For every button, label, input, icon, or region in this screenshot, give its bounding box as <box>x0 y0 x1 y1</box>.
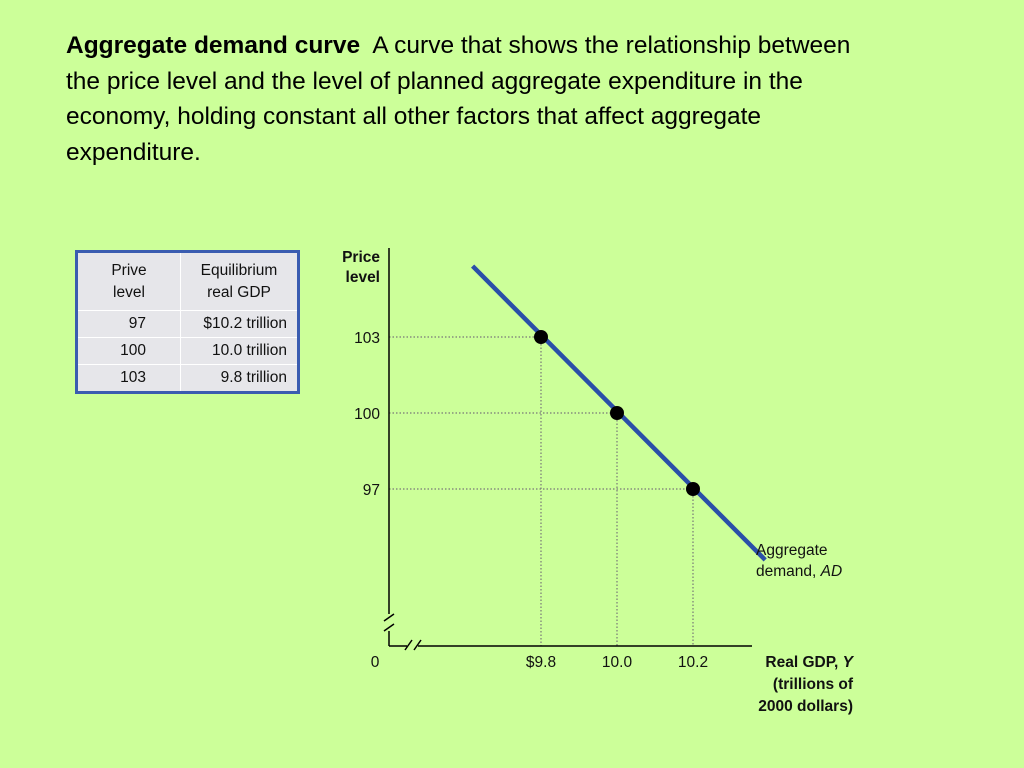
price-gdp-table: Prive level Equilibrium real GDP 97 $10.2 … <box>75 250 300 394</box>
x-tick-label: 10.0 <box>602 654 633 671</box>
definition-term: Aggregate demand curve <box>66 32 361 59</box>
x-axis-title: Real GDP, Y (trillions of 2000 dollars) <box>758 654 854 715</box>
table-cell-gdp: 9.8 trillion <box>180 364 299 393</box>
y-tick-label: 103 <box>354 330 380 347</box>
table-row: 97 $10.2 trillion <box>76 310 299 338</box>
y-tick-label: 100 <box>354 406 380 423</box>
y-axis-title: Price level <box>342 249 380 286</box>
definition-text: Aggregate demand curve A curve that show… <box>66 28 886 170</box>
table-row: 100 10.0 trillion <box>76 337 299 365</box>
table-cell-gdp: $10.2 trillion <box>180 310 299 338</box>
table-cell-price: 103 <box>76 364 181 393</box>
table-row: 103 9.8 trillion <box>76 364 299 393</box>
table-cell-price: 97 <box>76 310 181 338</box>
table-cell-gdp: 10.0 trillion <box>180 337 299 365</box>
data-point <box>686 481 700 496</box>
x-tick-label: $9.8 <box>526 654 556 671</box>
table-header-gdp: Equilibrium real GDP <box>180 251 299 311</box>
y-axis-break <box>383 613 395 632</box>
definition-body: A curve that shows the relationship betw… <box>66 32 851 166</box>
data-point <box>534 330 548 345</box>
origin-label: 0 <box>371 654 380 671</box>
series-label-ad: Aggregate demand, AD <box>756 542 842 580</box>
x-tick-label: 10.2 <box>678 654 708 671</box>
table-header-row: Prive level Equilibrium real GDP <box>76 251 299 311</box>
data-point <box>610 406 624 420</box>
x-axis-break <box>404 639 422 651</box>
y-tick-label: 97 <box>363 482 380 499</box>
